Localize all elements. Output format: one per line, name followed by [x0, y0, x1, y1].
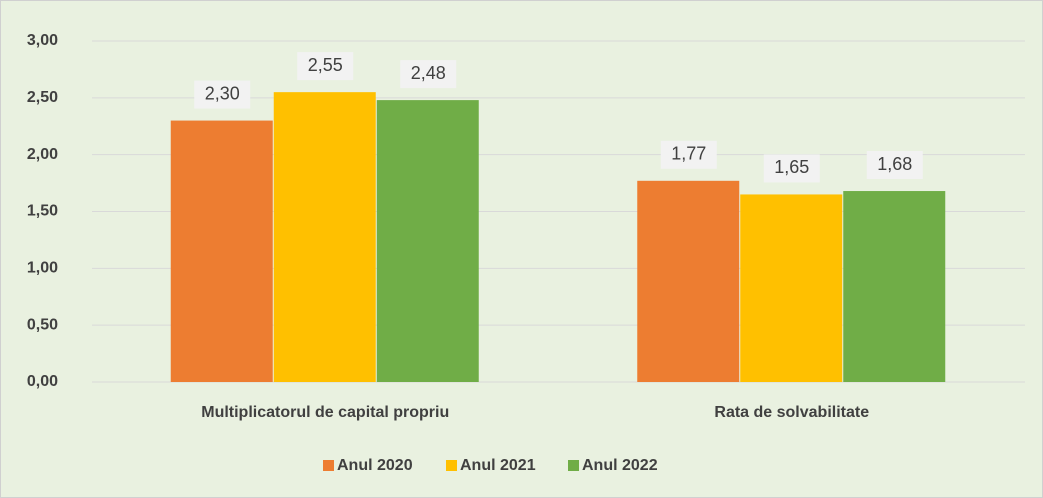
data-label: 1,65 [774, 157, 809, 177]
data-label-box [400, 60, 457, 89]
bar [637, 180, 740, 382]
data-label-box [866, 151, 923, 180]
y-tick-label: 3,00 [27, 32, 58, 49]
y-tick-label: 1,00 [27, 260, 58, 277]
x-tick-label: Multiplicatorul de capital propriu [201, 404, 449, 421]
legend-swatch [323, 460, 334, 471]
x-tick-label: Rata de solvabilitate [714, 404, 869, 421]
data-label-box [763, 154, 820, 183]
legend-label: Anul 2021 [460, 457, 536, 474]
bar [376, 100, 479, 383]
data-label: 1,68 [877, 154, 912, 174]
data-label: 2,55 [308, 55, 343, 75]
data-label: 1,77 [671, 144, 706, 164]
data-label: 2,30 [205, 83, 240, 103]
legend-label: Anul 2022 [582, 457, 658, 474]
y-tick-label: 1,50 [27, 203, 58, 220]
y-tick-label: 0,00 [27, 373, 58, 390]
y-tick-label: 2,50 [27, 89, 58, 106]
bar [843, 191, 946, 382]
legend-swatch [568, 460, 579, 471]
y-tick-label: 0,50 [27, 316, 58, 333]
bar [170, 120, 273, 383]
bar [740, 194, 843, 382]
y-tick-label: 2,00 [27, 146, 58, 163]
data-label-box [194, 80, 251, 109]
data-label-box [297, 52, 354, 81]
data-label-box [660, 140, 717, 169]
data-label: 2,48 [411, 63, 446, 83]
legend-swatch [446, 460, 457, 471]
legend-label: Anul 2020 [337, 457, 413, 474]
bar [273, 92, 376, 383]
